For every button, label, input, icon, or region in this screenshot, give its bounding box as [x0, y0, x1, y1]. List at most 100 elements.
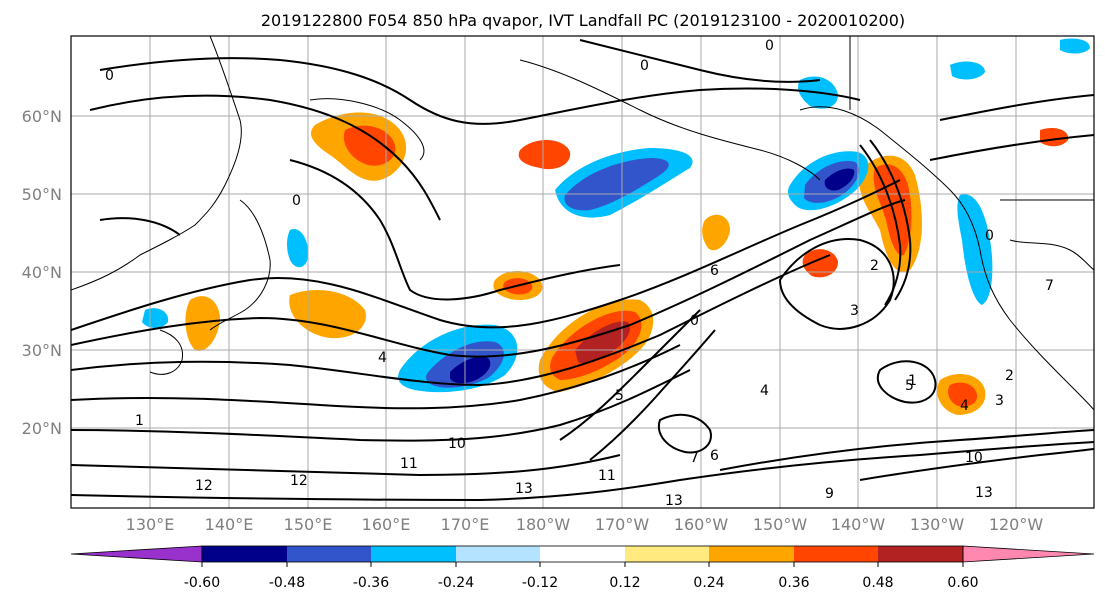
anomaly-blob: [950, 61, 985, 80]
contour-line: [589, 329, 716, 461]
contour-line: [859, 144, 902, 306]
contour-label: 7: [690, 450, 699, 466]
contour-line: [939, 94, 1094, 121]
colorbar-segment: [202, 546, 287, 562]
contour-line: [657, 413, 712, 454]
contour-label: 13: [665, 493, 683, 509]
anomaly-blob: [702, 214, 730, 251]
colorbar-tick-labels: -0.60 -0.48 -0.36 -0.24 -0.12 0.12 0.24 …: [184, 575, 979, 591]
anomaly-blob: [824, 168, 855, 191]
contour-label: 6: [710, 263, 719, 279]
longitude-labels: 130°E 140°E 150°E 160°E 170°E 180°W 170°…: [126, 515, 1044, 534]
contour-line: [71, 454, 621, 477]
contour-line: [99, 217, 181, 236]
contour-line: [71, 369, 691, 442]
latitude-labels: 60°N 50°N 40°N 30°N 20°N: [22, 107, 62, 438]
contour-line: [778, 238, 895, 330]
colorbar-tick-label: -0.48: [269, 575, 305, 591]
contour-label: 2: [1005, 368, 1014, 384]
contour-label: 3: [995, 393, 1004, 409]
contour-label: 3: [850, 303, 859, 319]
longitude-label: 180°W: [516, 515, 571, 534]
latitude-label: 30°N: [22, 341, 62, 360]
colorbar-tick-label: -0.60: [184, 575, 220, 591]
longitude-label: 160°W: [674, 515, 729, 534]
contour-label: 9: [825, 486, 834, 502]
contour-label: 11: [598, 468, 616, 484]
contour-label: 13: [515, 481, 533, 497]
colorbar-segment: [456, 546, 540, 562]
colorbar-segment: [540, 546, 625, 562]
longitude-label: 130°E: [126, 515, 175, 534]
contour-label: 10: [448, 436, 466, 452]
contour-line: [559, 309, 701, 441]
anomaly-blob: [947, 382, 978, 407]
longitude-label: 120°W: [989, 515, 1044, 534]
contour-line: [71, 441, 1094, 502]
anomaly-blob: [1060, 38, 1090, 54]
longitude-label: 140°W: [831, 515, 886, 534]
contour-label: 0: [985, 228, 994, 244]
anomaly-blob: [287, 229, 309, 268]
colorbar-tick-label: 0.24: [693, 575, 724, 591]
longitude-label: 140°E: [205, 515, 254, 534]
contour-label: 0: [690, 313, 699, 329]
colorbar-segment: [878, 546, 963, 562]
contour-label: 1: [908, 373, 917, 389]
colorbar-segment: [371, 546, 456, 562]
anomaly-blob: [343, 125, 396, 166]
anomaly-blob: [142, 308, 169, 328]
contour-line: [877, 360, 937, 404]
anomaly-blob: [518, 140, 571, 170]
anomaly-blob: [575, 321, 631, 364]
colorbar-segment: [70, 545, 203, 563]
anomaly-blob: [1040, 128, 1069, 147]
contour-label: 0: [105, 68, 114, 84]
anomaly-blob: [564, 158, 669, 211]
contour-label: 7: [1045, 278, 1054, 294]
longitude-label: 150°E: [284, 515, 333, 534]
contour-line: [99, 57, 861, 125]
longitude-label: 150°W: [753, 515, 808, 534]
contour-lines: [71, 39, 1094, 502]
latitude-label: 60°N: [22, 107, 62, 126]
figure-title: 2019122800 F054 850 hPa qvapor, IVT Land…: [261, 11, 905, 30]
contour-labels: 0 0 0 0 0 0 2 2 3 3 4 4 4 5 5 6 6 7 7 9 …: [105, 38, 1054, 509]
colorbar-tick-label: -0.36: [353, 575, 389, 591]
contour-line: [71, 179, 901, 331]
contour-label: 4: [760, 383, 769, 399]
colorbar-outline: [201, 545, 964, 563]
colorbar-tick-label: 0.12: [609, 575, 640, 591]
contour-label: 4: [378, 350, 387, 366]
latitude-label: 40°N: [22, 263, 62, 282]
contour-line: [859, 448, 1094, 481]
contour-line: [71, 344, 681, 410]
colorbar-segment: [794, 546, 878, 562]
contour-label: 0: [640, 58, 649, 74]
latitude-label: 50°N: [22, 185, 62, 204]
longitude-label: 160°E: [362, 515, 411, 534]
anomaly-blob: [450, 356, 491, 384]
longitude-label: 170°W: [595, 515, 650, 534]
colorbar-segment: [287, 546, 371, 562]
contour-label: 11: [400, 456, 418, 472]
latitude-label: 20°N: [22, 419, 62, 438]
graticule: [71, 36, 1094, 508]
contour-label: 5: [615, 388, 624, 404]
colorbar-tick-label: -0.12: [522, 575, 558, 591]
colorbar-segment: [962, 545, 1095, 563]
contour-line: [929, 134, 1094, 161]
colorbar-tick-label: -0.24: [438, 575, 474, 591]
contour-label: 5: [905, 378, 914, 394]
contour-label: 2: [870, 258, 879, 274]
longitude-label: 130°W: [910, 515, 965, 534]
contour-label: 0: [292, 193, 301, 209]
coastlines: [71, 36, 1094, 411]
contour-line: [869, 139, 912, 301]
contour-line: [289, 159, 621, 301]
contour-line: [579, 39, 821, 83]
contour-label: 12: [195, 478, 213, 494]
contour-label: 4: [960, 398, 969, 414]
colorbar-tick-label: 0.60: [947, 575, 978, 591]
